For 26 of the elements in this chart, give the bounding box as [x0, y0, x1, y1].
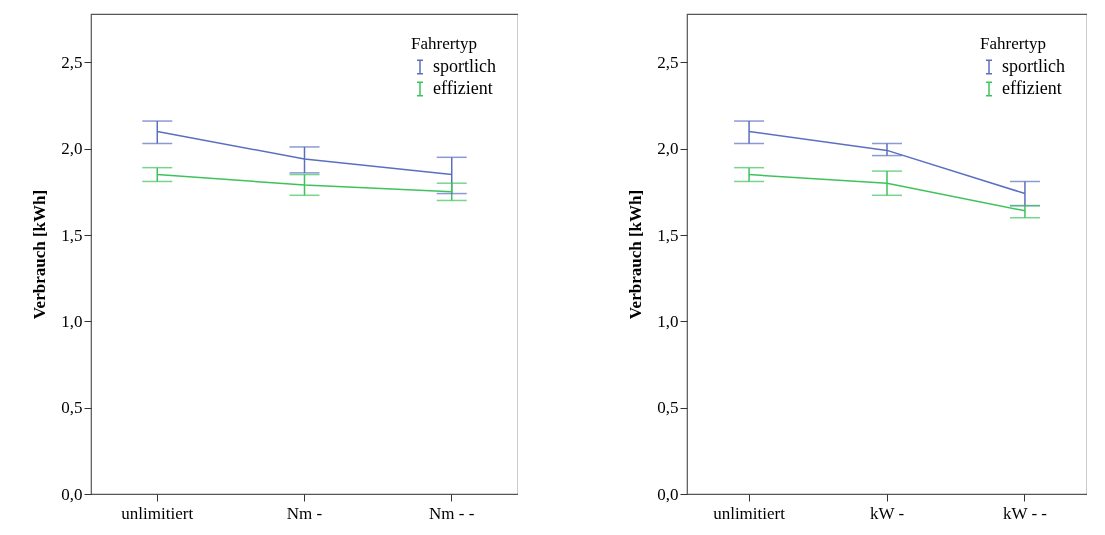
y-tick-label: 1,0 — [61, 311, 83, 331]
x-tick-label: unlimitiert — [121, 503, 194, 523]
y-axis-title: Verbrauch [kWh] — [626, 189, 646, 320]
x-tick-label: kW - - — [1002, 503, 1048, 523]
legend-label: sportlich — [433, 56, 496, 76]
y-tick-label: 1,5 — [61, 225, 83, 245]
y-tick-label: 2,5 — [61, 52, 83, 72]
y-tick-label: 1,5 — [657, 225, 679, 245]
y-tick-label: 0,0 — [61, 484, 83, 504]
legend-title: Fahrertyp — [411, 34, 478, 53]
legend-label: effizient — [433, 78, 493, 98]
legend-label: effizient — [1002, 78, 1062, 98]
x-tick-label: kW - — [869, 503, 905, 523]
y-tick-label: 1,0 — [657, 311, 679, 331]
x-tick-label: Nm - - — [429, 503, 475, 523]
y-tick-label: 0,5 — [657, 398, 679, 418]
y-tick-label: 2,5 — [657, 52, 679, 72]
y-axis-title: Verbrauch [kWh] — [30, 189, 50, 320]
legend-label: sportlich — [1002, 56, 1065, 76]
x-tick-label: unlimitiert — [713, 503, 786, 523]
y-tick-label: 2,0 — [657, 139, 679, 159]
y-tick-label: 0,0 — [657, 484, 679, 504]
legend-title: Fahrertyp — [980, 34, 1047, 53]
x-tick-label: Nm - — [286, 503, 323, 523]
y-tick-label: 2,0 — [61, 139, 83, 159]
y-tick-label: 0,5 — [61, 398, 83, 418]
